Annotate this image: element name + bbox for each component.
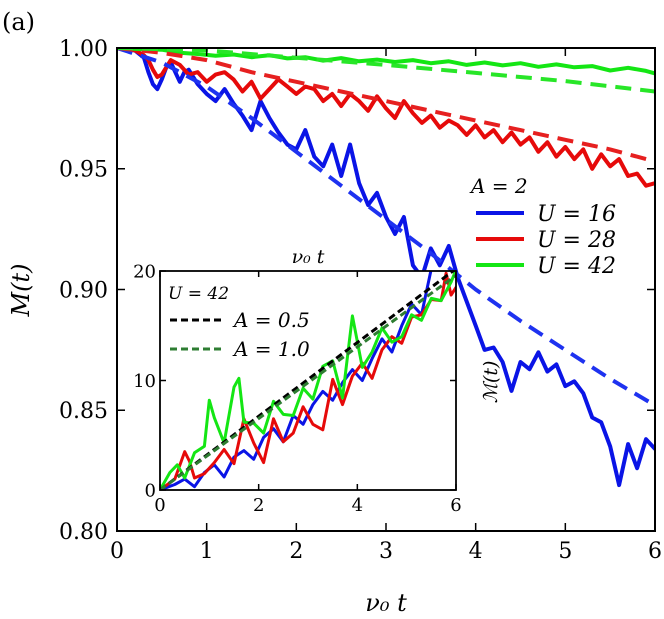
main-y-tick-label: 0.80: [59, 520, 108, 545]
panel-label: (a): [2, 8, 35, 36]
main-legend-label-u-28: U = 28: [537, 228, 616, 253]
main-x-tick-label: 3: [379, 539, 393, 564]
main-y-tick-label: 1.00: [59, 37, 108, 62]
inset-x-tick-label: 0: [154, 495, 165, 516]
main-x-tick-label: 4: [469, 539, 483, 564]
main-x-tick-label: 6: [648, 539, 662, 564]
main-series-u-16: [117, 48, 655, 488]
inset-x-axis-label: ν₀ t: [292, 246, 325, 268]
main-legend-label-u-16: U = 16: [537, 202, 616, 227]
inset-series-line-1: [160, 271, 456, 490]
inset-chart: 0 2 4 6 0 10 20 ν₀ t ℳ(t) U = 42 A = 0.5 A = 1.…: [133, 246, 502, 516]
main-y-tick-label: 0.95: [59, 158, 108, 183]
inset-x-tick-label: 4: [352, 495, 363, 516]
inset-series-a-1-0: [160, 274, 456, 490]
inset-y-tick-label: 0: [145, 480, 156, 501]
main-y-tick-label: 0.85: [59, 399, 108, 424]
inset-y-tick-label: 20: [133, 261, 156, 282]
inset-legend-title: U = 42: [168, 284, 229, 304]
main-x-tick-label: 5: [558, 539, 572, 564]
inset-x-tick-label: 2: [253, 495, 264, 516]
main-legend: A = 2 U = 16U = 28U = 42: [469, 174, 616, 279]
main-y-tick-label: 0.90: [59, 278, 108, 303]
inset-x-tick-label: 6: [450, 495, 461, 516]
main-x-tick-label: 2: [289, 539, 303, 564]
main-x-tick-label: 1: [200, 539, 214, 564]
inset-y-tick-label: 10: [133, 371, 156, 392]
inset-legend-label-a-1-0: A = 1.0: [232, 337, 310, 361]
main-x-tick-label: 0: [110, 539, 124, 564]
main-series-u-42: [117, 48, 655, 76]
main-legend-label-u-42: U = 42: [537, 254, 616, 279]
main-series-line-4: [117, 48, 655, 164]
inset-legend-label-a-0-5: A = 0.5: [232, 308, 310, 332]
main-chart: 0 1 2 3 4 5 6 0.80 0.85 0.90 0.95 1.00 ν₀ t M(t) A …: [7, 37, 662, 617]
main-series-u-28: [117, 48, 655, 188]
main-y-axis-label: M(t): [7, 264, 35, 318]
inset-y-axis-label: ℳ(t): [480, 361, 502, 404]
main-legend-title: A = 2: [469, 174, 528, 198]
inset-legend: U = 42 A = 0.5 A = 1.0: [168, 284, 310, 361]
inset-series-line-2: [160, 271, 456, 490]
main-x-axis-label: ν₀ t: [365, 589, 407, 617]
